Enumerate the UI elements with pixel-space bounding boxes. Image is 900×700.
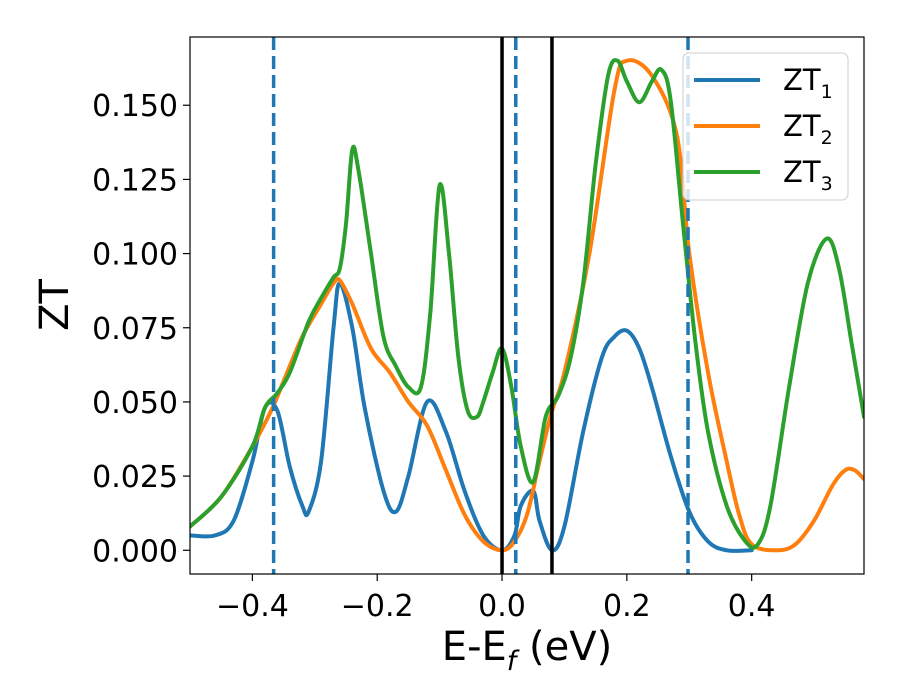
- y-tick-label: 0.100: [92, 238, 178, 273]
- x-tick-label: 0.2: [603, 589, 651, 624]
- legend-label-zt3: ZT3: [783, 155, 833, 195]
- x-axis-label: E-Ef (eV): [442, 624, 612, 677]
- series-layer: [190, 58, 864, 553]
- y-axis-label: ZT: [32, 279, 78, 331]
- y-tick-label: 0.050: [92, 386, 178, 421]
- y-axis-ticks: 0.000 0.025 0.050 0.075 0.100 0.125 0.150: [92, 89, 190, 569]
- x-tick-label: −0.4: [216, 589, 289, 624]
- x-tick-label: 0.4: [728, 589, 776, 624]
- legend-label-zt2: ZT2: [783, 109, 833, 149]
- x-axis-ticks: −0.4 −0.2 0.0 0.2 0.4: [216, 574, 776, 624]
- y-tick-label: 0.125: [92, 163, 178, 198]
- legend-label-zt1: ZT1: [783, 63, 833, 103]
- series-line-zt1: [190, 281, 754, 553]
- y-tick-label: 0.000: [92, 534, 178, 569]
- y-tick-label: 0.150: [92, 89, 178, 124]
- legend-box: [682, 52, 849, 201]
- x-tick-label: −0.2: [341, 589, 414, 624]
- reference-lines: [271, 37, 690, 574]
- y-tick-label: 0.025: [92, 460, 178, 495]
- x-tick-label: 0.0: [478, 589, 526, 624]
- y-tick-label: 0.075: [92, 312, 178, 347]
- plot-frame: [189, 36, 865, 575]
- legend: ZT1 ZT2 ZT3: [682, 52, 849, 201]
- series-line-zt3: [190, 58, 864, 550]
